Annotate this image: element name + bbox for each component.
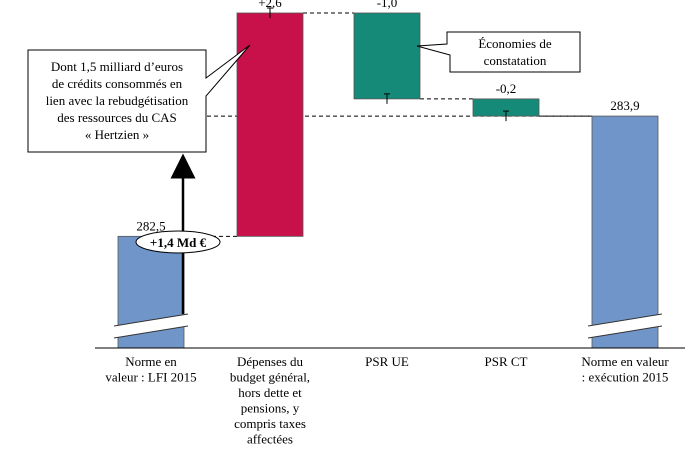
data-label-4: 283,9 (610, 98, 639, 113)
category-label-4: Norme en valeur: exécution 2015 (581, 354, 669, 385)
callout-left-box (27, 44, 251, 153)
axis-break-line-b-0 (113, 325, 189, 339)
category-label-0: Norme en valeur : LFI 2015 (105, 354, 196, 385)
axis-break-line-a-4 (587, 313, 663, 327)
bar-4 (591, 115, 659, 349)
category-labels: Norme en valeur : LFI 2015 Dépenses du budg… (105, 354, 669, 447)
data-label-2: -1,0 (377, 0, 398, 10)
category-label-3: PSR CT (485, 354, 528, 369)
callout-left-text: Dont 1,5 milliard d’euros de crédits cons… (46, 59, 189, 142)
category-label-1: Dépenses du budget général, hors dette et p… (230, 354, 310, 447)
data-label-3: -0,2 (496, 81, 517, 96)
callout-left: Dont 1,5 milliard d’euros de crédits cons… (27, 44, 251, 153)
error-ticks (267, 7, 509, 122)
callout-right-box (416, 31, 581, 73)
difference-badge-text: +1,4 Md € (150, 235, 207, 250)
callout-right-text: Économies de constatation (478, 36, 552, 68)
axis-breaks (113, 313, 663, 339)
callout-right-text-lines: Économies de constatation (478, 36, 552, 68)
callout-left-text-lines: Dont 1,5 milliard d’euros de crédits cons… (46, 59, 189, 142)
axis-break-line-a-0 (113, 313, 189, 327)
category-label-2: PSR UE (365, 354, 409, 369)
bar-1 (236, 12, 304, 237)
axis-break-gap-0 (114, 314, 188, 338)
data-labels: 282,5 +2,6 -1,0 -0,2 283,9 (136, 0, 639, 233)
axis-break-gap-4 (588, 314, 662, 338)
difference-indicator: +1,4 Md € (135, 153, 221, 314)
data-label-0: 282,5 (136, 218, 165, 233)
callout-right: Économies de constatation (416, 31, 581, 73)
axis-break-line-b-4 (587, 325, 663, 339)
difference-badge (135, 230, 221, 254)
bar-2 (353, 12, 421, 100)
data-label-1: +2,6 (258, 0, 282, 10)
